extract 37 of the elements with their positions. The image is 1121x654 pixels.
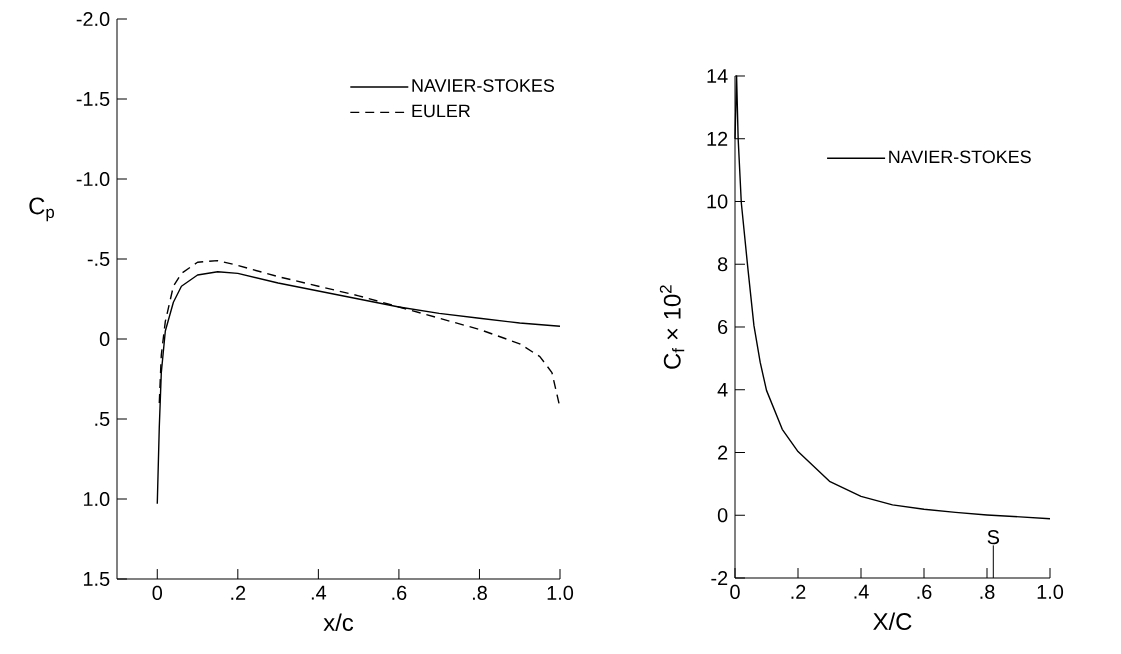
y-tick-label: -2.0 (76, 11, 110, 27)
annotation: S (987, 530, 1000, 545)
y-tick-label: -2 (711, 571, 728, 585)
y-tick-label: 6 (718, 319, 728, 335)
y-axis-title: C$_{f}$ × 10$^{2}$ (659, 285, 685, 369)
y-tick-label: 1.5 (83, 572, 110, 586)
legend-label: NAVIER-STOKES (412, 79, 555, 92)
x-tick-label: .4 (311, 585, 327, 600)
x-tick-label: 0 (730, 584, 740, 599)
y-tick-label: 10 (707, 194, 728, 209)
x-tick-label: 1.0 (547, 585, 574, 600)
legend-label: NAVIER-STOKES (889, 150, 1031, 164)
x-tick-label: .2 (231, 585, 246, 600)
y-tick-label: 0 (717, 508, 728, 523)
x-tick-label: .2 (791, 584, 806, 599)
y-tick-label: 0 (99, 331, 110, 347)
y-tick-label: 1.0 (83, 491, 110, 507)
y-tick-label: -1.0 (76, 171, 110, 187)
x-tick-label: .8 (472, 585, 487, 600)
y-tick-label: -1.5 (76, 92, 110, 106)
y-tick-label: 2 (718, 445, 728, 460)
x-tick-label: .6 (392, 585, 407, 600)
y-tick-label: 8 (717, 257, 728, 272)
x-axis-title: X/C (873, 612, 912, 630)
legend-label: EULER (412, 104, 470, 118)
y-axis-title: C$_{p}$ (29, 197, 55, 222)
y-tick-label: 14 (707, 69, 728, 83)
x-tick-label: 1.0 (1037, 584, 1064, 599)
x-axis-title: x/c (323, 613, 354, 631)
x-tick-label: .4 (854, 584, 869, 599)
x-tick-label: 0 (152, 585, 163, 600)
x-tick-label: .8 (980, 584, 995, 599)
x-tick-label: .6 (917, 584, 932, 599)
y-tick-label: 12 (707, 131, 728, 146)
y-tick-label: 4 (717, 382, 728, 397)
y-tick-label: .5 (95, 412, 110, 426)
y-tick-label: -.5 (87, 252, 110, 266)
